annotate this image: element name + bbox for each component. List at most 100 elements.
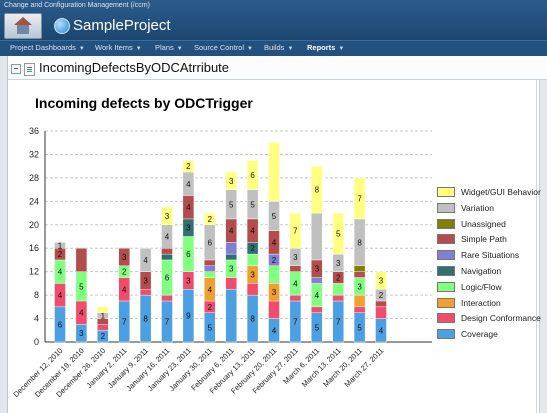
legend-swatch — [437, 329, 455, 340]
chevron-down-icon: ▼ — [338, 46, 345, 52]
content-border — [536, 80, 537, 413]
bar-segment[interactable] — [204, 259, 216, 267]
bar-segment[interactable] — [289, 265, 302, 272]
bar-segment[interactable] — [225, 242, 237, 255]
data-label: 6 — [208, 238, 213, 247]
data-label: 2 — [208, 215, 213, 224]
bar-segment[interactable] — [268, 300, 280, 319]
nav-work-items[interactable]: Work Items ▼ — [95, 43, 142, 52]
bar-segment[interactable] — [353, 177, 366, 220]
legend-label: Interaction — [461, 297, 501, 308]
data-label: 2 — [250, 244, 255, 253]
data-label: 5 — [315, 323, 320, 332]
data-label: 2 — [272, 256, 277, 265]
data-label: 5 — [357, 323, 362, 332]
bar-segment[interactable] — [246, 160, 259, 190]
project-globe-icon — [54, 18, 70, 34]
legend-swatch — [437, 218, 455, 229]
bar-segment[interactable] — [225, 253, 237, 261]
bar-segment[interactable] — [375, 271, 387, 290]
y-tick-label: 16 — [29, 243, 39, 253]
data-label: 5 — [208, 323, 213, 332]
bar-segment[interactable] — [332, 212, 344, 255]
legend-label: Logic/Flow — [461, 281, 502, 292]
bar-segment[interactable] — [246, 283, 259, 296]
data-label: 4 — [165, 233, 170, 242]
data-label: 4 — [379, 326, 384, 335]
y-tick-label: 0 — [34, 337, 39, 347]
data-label: 3 — [379, 276, 384, 285]
bar-segment[interactable] — [161, 248, 173, 255]
legend-label: Navigation — [461, 266, 502, 276]
data-label: 4 — [186, 180, 191, 189]
bar-segment[interactable] — [289, 212, 302, 249]
bar-segment[interactable] — [311, 212, 323, 261]
data-label: 2 — [122, 268, 127, 277]
bar-segment[interactable] — [246, 253, 259, 267]
legend-swatch — [437, 250, 455, 261]
legend-label: Variation — [461, 202, 494, 213]
bar-segment[interactable] — [311, 306, 323, 313]
bar-segment[interactable] — [54, 242, 66, 249]
bar-segment[interactable] — [182, 160, 195, 173]
legend-label: Coverage — [461, 329, 498, 340]
chevron-down-icon: ▼ — [78, 46, 85, 52]
bar-segment[interactable] — [139, 289, 152, 296]
nav-builds[interactable]: Builds ▼ — [264, 43, 294, 52]
bar-segment[interactable] — [161, 253, 173, 261]
data-label: 4 — [143, 256, 148, 265]
data-label: 4 — [58, 291, 63, 300]
data-label: 2 — [101, 332, 106, 341]
vertical-scrollbar[interactable] — [539, 80, 547, 413]
nav-project-dashboards[interactable]: Project Dashboards ▼ — [10, 43, 85, 52]
bar-segment[interactable] — [311, 277, 323, 284]
bar-segment[interactable] — [161, 206, 173, 225]
data-label: 2 — [186, 162, 191, 171]
bar-segment[interactable] — [268, 142, 280, 202]
data-label: 4 — [122, 285, 127, 294]
bar-segment[interactable] — [204, 265, 216, 272]
legend-label: Unassigned — [461, 218, 506, 229]
bar-segment[interactable] — [204, 212, 216, 225]
bar-segment[interactable] — [161, 294, 173, 302]
nav-reports[interactable]: Reports ▼ — [307, 43, 345, 52]
data-label: 3 — [186, 224, 191, 233]
bar-segment[interactable] — [289, 294, 302, 302]
bar-segment[interactable] — [353, 271, 366, 278]
bar-segment[interactable] — [97, 306, 109, 313]
bar-segment[interactable] — [375, 300, 387, 308]
data-label: 8 — [315, 186, 320, 195]
bar-segment[interactable] — [75, 248, 88, 272]
bar-segment[interactable] — [353, 306, 366, 313]
bar-segment[interactable] — [353, 294, 366, 308]
widget-header: IncomingDefectsByODCAtrribute — [8, 57, 547, 80]
data-label: 8 — [143, 315, 148, 324]
bar-segment[interactable] — [118, 248, 130, 267]
nav-plans[interactable]: Plans ▼ — [155, 43, 183, 52]
bar-segment[interactable] — [97, 324, 109, 331]
data-label: 1 — [58, 241, 63, 250]
collapse-icon[interactable] — [11, 64, 21, 74]
data-label: 3 — [229, 265, 234, 274]
bar-segment[interactable] — [225, 277, 237, 290]
data-label: 3 — [79, 329, 84, 338]
bar-segment[interactable] — [268, 265, 280, 284]
data-label: 3 — [122, 253, 127, 262]
chevron-down-icon: ▼ — [176, 46, 183, 52]
bar-segment[interactable] — [332, 294, 344, 302]
project-name[interactable]: SampleProject — [73, 17, 171, 34]
bar-segment[interactable] — [225, 171, 237, 190]
bar-segment[interactable] — [204, 271, 216, 278]
bar-segment[interactable] — [225, 289, 237, 343]
bar-segment[interactable] — [332, 283, 344, 296]
legend-swatch — [437, 202, 455, 213]
home-logo-icon[interactable] — [4, 13, 42, 39]
report-icon — [24, 63, 35, 76]
bar-segment[interactable] — [311, 165, 323, 214]
bar-segment[interactable] — [139, 248, 152, 272]
bar-segment[interactable] — [353, 265, 366, 272]
data-label: 3 — [186, 276, 191, 285]
bar-segment[interactable] — [375, 306, 387, 319]
nav-source-control[interactable]: Source Control ▼ — [194, 43, 253, 52]
